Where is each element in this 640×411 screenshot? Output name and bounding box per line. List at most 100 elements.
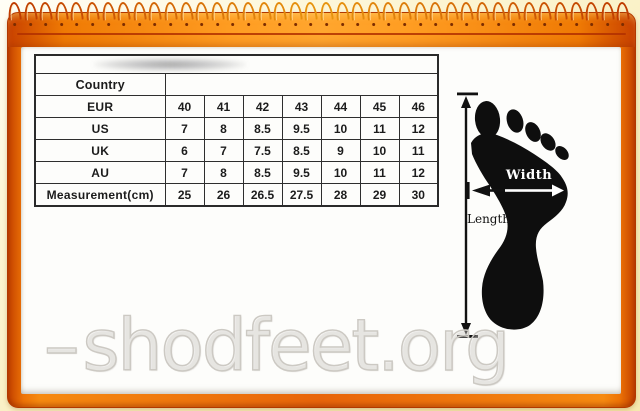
spiral-ring (163, 1, 178, 27)
table-cell: 8 (203, 161, 244, 184)
table-cell: 7.5 (242, 139, 283, 162)
row-label-us: US (34, 117, 166, 140)
table-cell: 9.5 (281, 161, 322, 184)
table-row-blank-header (34, 54, 439, 74)
table-cell: 27.5 (281, 183, 322, 207)
table-cell: 7 (203, 139, 244, 162)
table-cell: 42 (242, 95, 283, 118)
spiral-ring (288, 1, 303, 27)
table-cell: 6 (164, 139, 205, 162)
length-label: Length (467, 212, 510, 226)
spiral-ring (553, 1, 568, 27)
table-row-au: AU 7 8 8.5 9.5 10 11 12 (34, 161, 439, 184)
table-cell: 25 (164, 183, 205, 207)
spiral-ring (22, 1, 38, 27)
spiral-ring (568, 1, 584, 27)
spiral-ring (303, 1, 319, 27)
spiral-ring (100, 1, 116, 27)
table-cell: 10 (320, 117, 361, 140)
spiral-ring (334, 1, 350, 27)
table-cell: 30 (398, 183, 439, 207)
width-arrow (467, 182, 564, 199)
table-cell: 29 (359, 183, 400, 207)
spiral-ring (459, 1, 475, 27)
table-row-uk: UK 6 7 7.5 8.5 9 10 11 (34, 139, 439, 162)
spiral-ring (85, 1, 100, 27)
spiral-ring (147, 1, 163, 27)
row-label-au: AU (34, 161, 166, 184)
table-cell: 11 (398, 139, 439, 162)
table-cell: 44 (320, 95, 361, 118)
spiral-ring (444, 1, 459, 27)
foot-measurement-diagram: Length Width (457, 92, 569, 338)
spiral-ring (350, 1, 365, 27)
spiral-ring (381, 1, 397, 27)
toe (540, 133, 556, 151)
clipboard-top-band (8, 13, 635, 47)
big-toe (474, 101, 501, 138)
row-label-country: Country (34, 73, 166, 96)
table-cell: 26.5 (242, 183, 283, 207)
row-label-uk: UK (34, 139, 166, 162)
table-cell: 12 (398, 117, 439, 140)
spiral-binding (0, 0, 640, 30)
spiral-ring (366, 1, 381, 27)
table-cell: 8.5 (242, 117, 283, 140)
table-row-country: Country (34, 73, 439, 96)
spiral-ring (490, 1, 506, 27)
table-cell: 43 (281, 95, 322, 118)
table-cell: 9.5 (281, 117, 322, 140)
spiral-ring (7, 1, 22, 27)
spiral-ring (600, 1, 615, 27)
spiral-ring (241, 1, 256, 27)
spiral-ring (412, 1, 428, 27)
table-row-eur: EUR 40 41 42 43 44 45 46 (34, 95, 439, 118)
watermark: –shodfeet.org (43, 309, 511, 382)
spiral-ring (475, 1, 490, 27)
table-cell: 7 (164, 161, 205, 184)
toe (506, 109, 524, 133)
spiral-ring (132, 1, 147, 27)
table-cell: 41 (203, 95, 244, 118)
spiral-ring (38, 1, 53, 27)
spiral-ring (506, 1, 521, 27)
spiral-ring (319, 1, 334, 27)
table-row-us: US 7 8 8.5 9.5 10 11 12 (34, 117, 439, 140)
spiral-ring (210, 1, 225, 27)
spiral-ring (54, 1, 69, 27)
table-cell: 8.5 (281, 139, 322, 162)
table-cell: 12 (398, 161, 439, 184)
spiral-ring (69, 1, 85, 27)
foot-silhouette (471, 133, 568, 330)
spiral-ring (615, 1, 631, 27)
watermark-text: shodfeet.org (82, 304, 511, 387)
table-cell: 40 (164, 95, 205, 118)
table-cell: 10 (320, 161, 361, 184)
table-cell: 28 (320, 183, 361, 207)
table-cell: 46 (398, 95, 439, 118)
size-chart-table: Country EUR 40 41 42 43 44 45 46 US (34, 54, 439, 207)
row-label-measurement: Measurement(cm) (34, 183, 166, 207)
spiral-ring (584, 1, 599, 27)
length-arrow (457, 92, 478, 338)
table-cell: 9 (320, 139, 361, 162)
spiral-ring (428, 1, 443, 27)
spiral-ring (397, 1, 412, 27)
toe (525, 122, 541, 142)
spiral-ring (116, 1, 131, 27)
spiral-ring (272, 1, 287, 27)
toe (555, 146, 569, 160)
table-cell: 45 (359, 95, 400, 118)
spiral-ring (256, 1, 272, 27)
table-cell: 26 (203, 183, 244, 207)
table-cell: 11 (359, 117, 400, 140)
table-cell: 8 (203, 117, 244, 140)
spiral-ring (522, 1, 537, 27)
table-cell: 7 (164, 117, 205, 140)
table-row-measurement: Measurement(cm) 25 26 26.5 27.5 28 29 30 (34, 183, 439, 207)
watermark-dash: – (43, 304, 80, 387)
spiral-ring (537, 1, 553, 27)
table-cell: 8.5 (242, 161, 283, 184)
spiral-ring (225, 1, 241, 27)
